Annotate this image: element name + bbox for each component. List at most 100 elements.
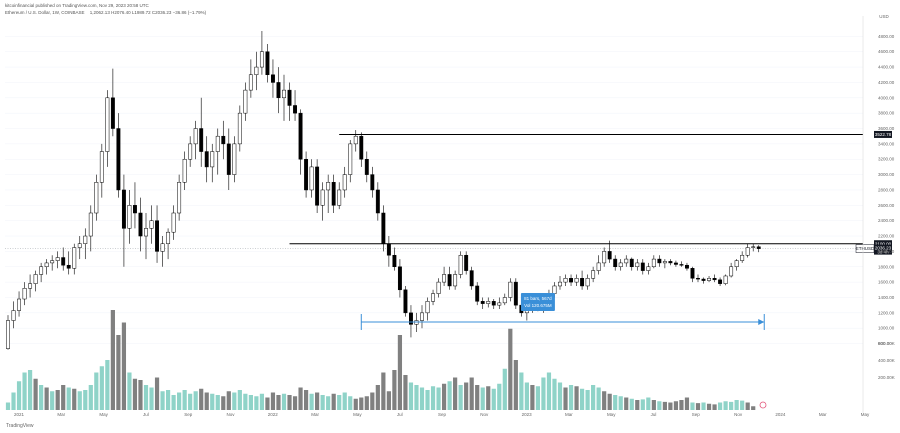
candle-down: [756, 246, 761, 249]
x-tick-label: Mar: [57, 412, 65, 417]
candle-up: [502, 297, 507, 304]
volume-bar: [55, 390, 60, 410]
volume-bar: [635, 400, 640, 410]
candle-up: [563, 278, 568, 283]
volume-bar: [210, 393, 215, 410]
candle-down: [331, 182, 336, 206]
volume-bar: [392, 370, 397, 410]
volume-bar: [684, 397, 690, 410]
candle-up: [337, 189, 342, 206]
candle-up: [602, 251, 607, 264]
candle-down: [403, 289, 408, 314]
volume-bar: [508, 328, 513, 410]
y-tick-label: 4600.00: [878, 49, 895, 54]
x-tick-label: 2022: [268, 412, 279, 417]
volume-bar: [430, 386, 436, 410]
candle-up: [28, 283, 33, 289]
candle-down: [271, 74, 275, 83]
candle-up: [326, 182, 331, 191]
candle-down: [685, 264, 689, 269]
x-tick-label: Nov: [734, 412, 743, 417]
volume-bar: [359, 397, 364, 410]
volume-bar: [132, 378, 138, 410]
candle-up: [342, 174, 347, 191]
volume-bar: [248, 395, 253, 410]
candle-up: [425, 301, 430, 314]
volume-bar: [16, 381, 22, 410]
volume-bar: [193, 391, 198, 410]
x-tick-label: Mar: [311, 412, 319, 417]
candle-up: [651, 258, 656, 268]
volume-bar: [50, 391, 55, 410]
candle-up: [210, 151, 215, 168]
candle-up: [353, 135, 358, 145]
candle-down: [226, 143, 231, 175]
volume-bar: [270, 392, 276, 410]
candle-up: [39, 266, 44, 275]
y-tick-label: 1800.00: [878, 264, 895, 269]
candle-up: [259, 51, 264, 68]
candle-down: [110, 97, 115, 129]
candle-up: [707, 278, 711, 281]
candle-down: [304, 158, 309, 191]
candle-down: [513, 281, 518, 306]
volume-bar: [188, 393, 193, 410]
volume-bar: [364, 396, 369, 410]
candle-up: [160, 243, 165, 252]
volume-bar: [66, 387, 71, 410]
volume-bar: [61, 385, 66, 410]
level-price-tag: [874, 240, 892, 248]
ohlc-values: 1,2062.13 H2076.40 L1989.72 C2036.23 −36…: [89, 10, 207, 15]
y-tick-label: 4200.00: [878, 80, 895, 85]
candle-up: [149, 220, 154, 229]
candle-down: [265, 51, 270, 76]
volume-bar: [740, 400, 745, 410]
y-tick-label: 1000.00: [878, 326, 895, 331]
volume-bar: [39, 385, 44, 410]
volume-bar: [165, 390, 171, 410]
volume-bar: [491, 388, 496, 410]
candle-down: [569, 278, 573, 283]
candle-down: [580, 278, 585, 287]
y-tick-label: 3000.00: [878, 172, 895, 177]
candle-up: [458, 254, 463, 275]
x-tick-label: Jul: [143, 412, 149, 417]
volume-bar: [591, 385, 596, 410]
volume-bar: [331, 393, 336, 410]
candle-down: [359, 135, 364, 160]
candle-up: [585, 278, 590, 287]
candle-down: [491, 301, 496, 306]
measure-tool[interactable]: 81 bars, 567d Vol 120.675M: [360, 293, 765, 330]
volume-bar: [11, 392, 16, 410]
candle-down: [381, 212, 386, 244]
y-tick-label: 2800.00: [878, 187, 895, 192]
volume-bar: [646, 397, 651, 410]
candle-up: [94, 182, 99, 214]
volume-bar: [72, 388, 77, 410]
candle-up: [232, 143, 237, 175]
measure-bars-label: 81 bars, 567d: [524, 296, 552, 301]
candle-up: [33, 274, 38, 284]
volume-bar: [441, 383, 447, 410]
volume-bar: [320, 395, 325, 410]
candle-up: [596, 262, 601, 271]
volume-bar: [77, 391, 82, 410]
volume-bar: [375, 385, 380, 410]
volume-bar: [464, 382, 469, 410]
candle-down: [204, 151, 209, 168]
volume-bar: [326, 396, 331, 410]
last-price-tag: [874, 244, 892, 255]
volume-bar: [171, 395, 176, 410]
volume-bar: [419, 387, 425, 410]
volume-bar: [337, 395, 342, 410]
volume-bars: [5, 310, 756, 410]
volume-bar: [22, 372, 27, 410]
volume-bar: [143, 385, 149, 410]
candle-down: [375, 189, 380, 214]
y-tick-label: 1400.00: [878, 295, 895, 300]
settings-icon[interactable]: [759, 401, 767, 409]
volume-bar: [695, 403, 701, 410]
candle-up: [309, 166, 314, 191]
